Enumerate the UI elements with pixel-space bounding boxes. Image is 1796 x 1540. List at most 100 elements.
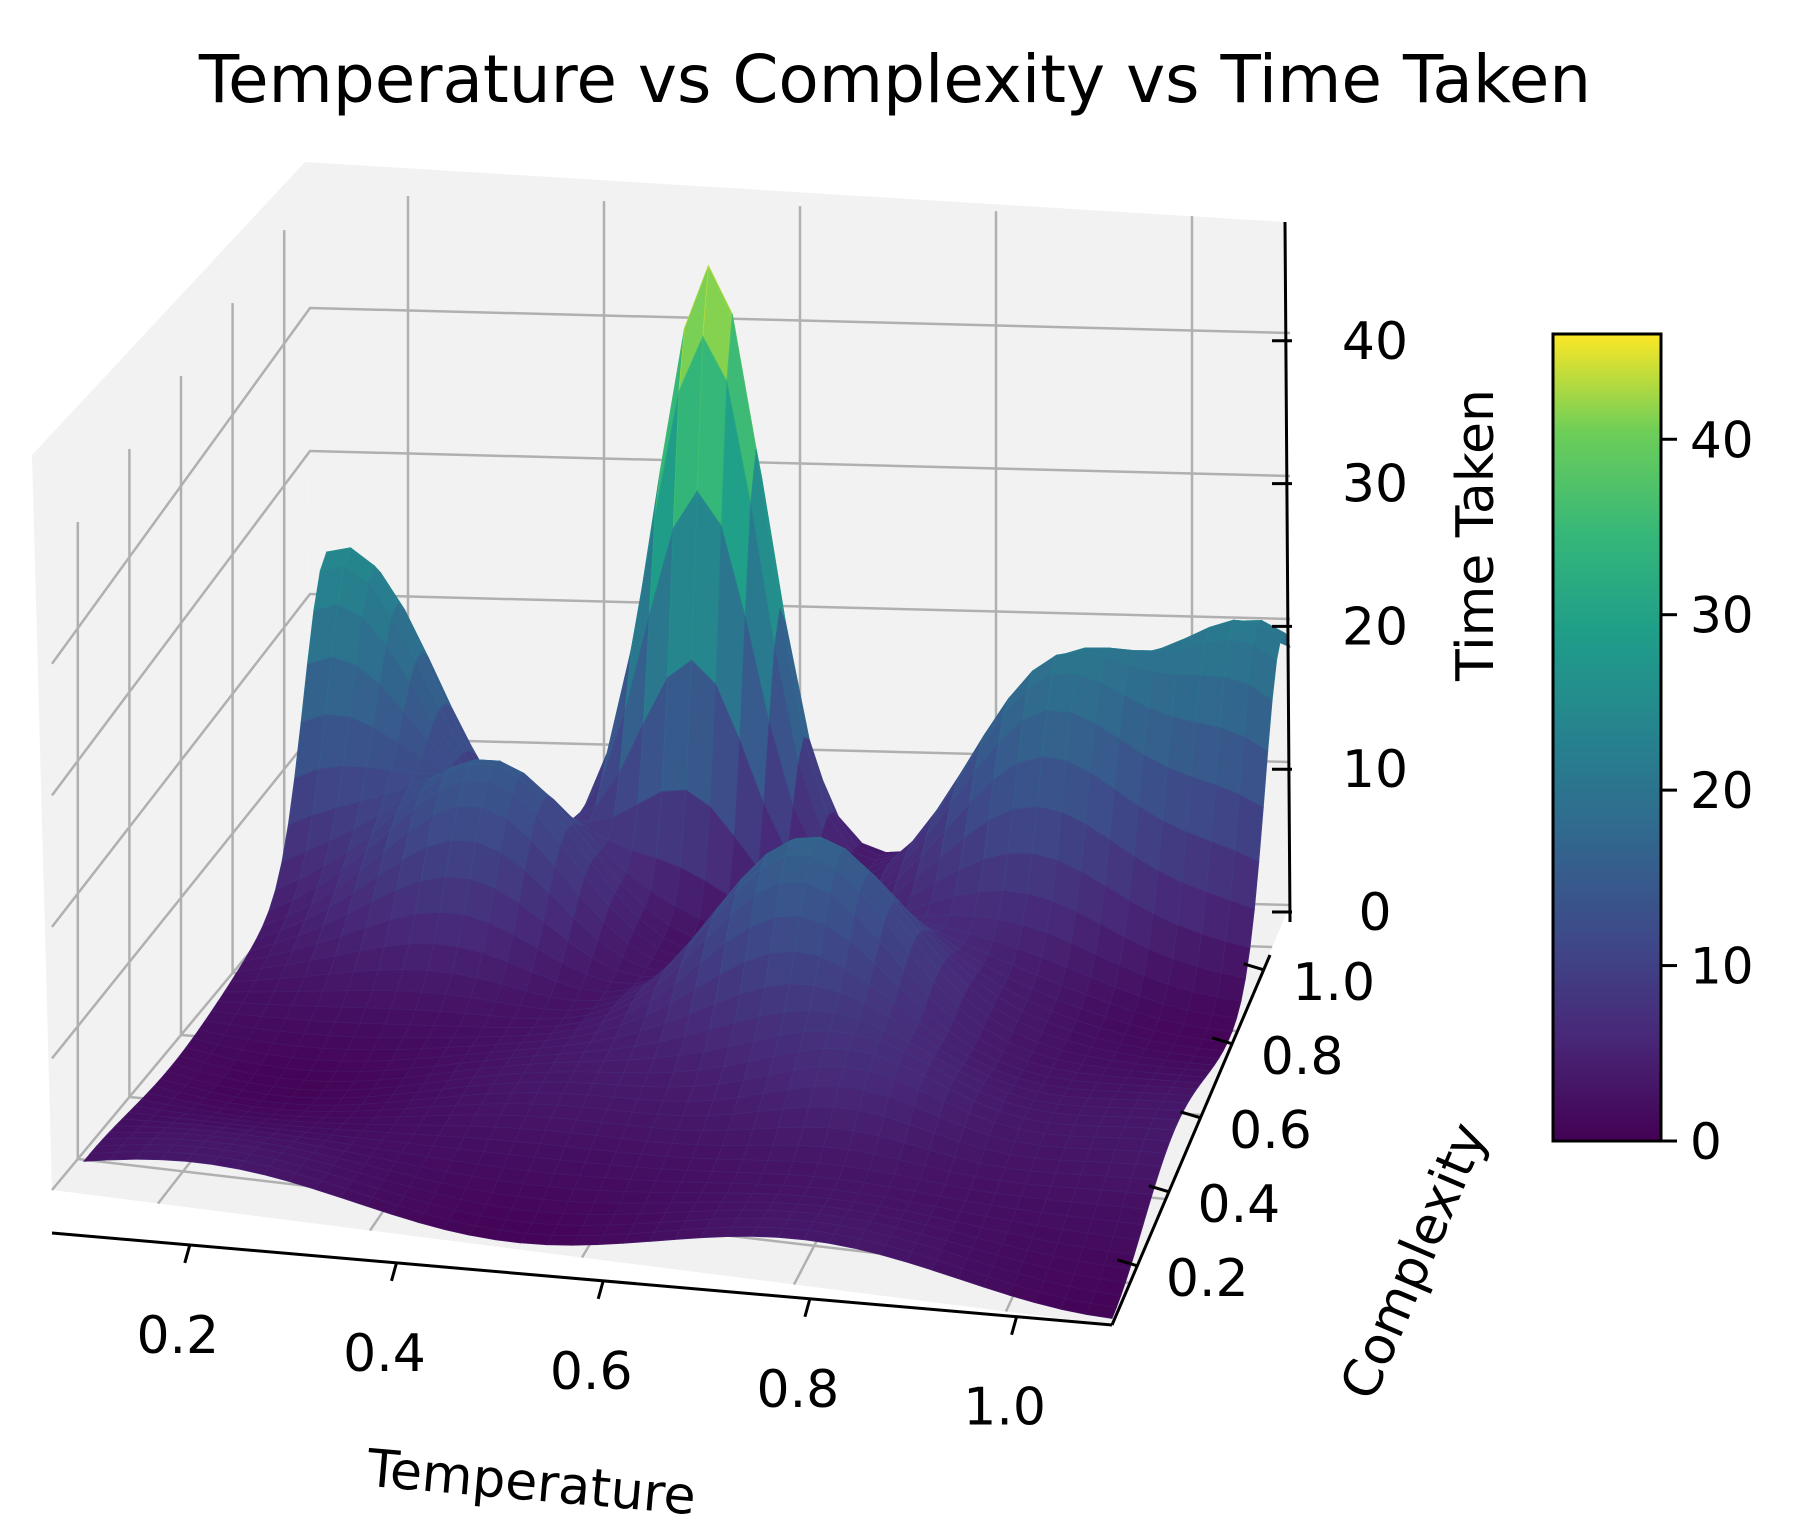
surface-patch (1073, 1114, 1105, 1127)
grid-line (50, 306, 1291, 665)
surface-patch (1107, 1098, 1139, 1109)
z-tick-label: 20 (1342, 597, 1408, 657)
surface-patch (1225, 899, 1255, 949)
surface-patch (1084, 1148, 1116, 1164)
surface-patch (1075, 1174, 1107, 1191)
y-tick-mark (1211, 1036, 1233, 1046)
surface-patch (1064, 1135, 1096, 1150)
surface-patch (1219, 676, 1249, 737)
surface-patch (1089, 1136, 1121, 1151)
surface-patch (1112, 1091, 1144, 1101)
colorbar-tick-label: 40 (1690, 411, 1754, 469)
surface-patch (1098, 1115, 1130, 1128)
colorbar-tick-label: 10 (1690, 938, 1754, 996)
y-tick-label: 0.2 (1166, 1249, 1249, 1309)
y-tick-label: 0.6 (1229, 1101, 1312, 1161)
surface-plot (82, 264, 1291, 1319)
x-tick-mark (1010, 1316, 1019, 1336)
y-ticks: 0.2 0.4 0.6 0.8 1.0 (1116, 953, 1375, 1309)
colorbar-tick-label: 0 (1690, 1113, 1722, 1171)
z-tick-label: 40 (1342, 312, 1408, 372)
surface-patch (1103, 1106, 1134, 1118)
surface-patch (1119, 1126, 1150, 1140)
surface-patch (1229, 849, 1260, 910)
colorbar-gradient (1551, 332, 1663, 1143)
grid-line (50, 449, 1291, 797)
surface-patch (1223, 638, 1254, 685)
x-ticks: 0.2 0.4 0.6 0.8 1.0 (136, 1244, 1046, 1438)
surface-patch (1196, 933, 1227, 974)
x-tick-mark (183, 1244, 192, 1264)
x-tick-label: 0.6 (550, 1342, 633, 1402)
surface-patch (1068, 1124, 1100, 1138)
surface-patch (1050, 1172, 1082, 1189)
x-tick-mark (803, 1298, 812, 1318)
surface-patch (1130, 1163, 1162, 1181)
z-axis-line (1283, 221, 1292, 923)
surface-patch (1055, 1159, 1086, 1176)
colorbar-tick-label: 30 (1690, 587, 1754, 645)
x-tick-mark (596, 1280, 605, 1300)
y-axis-label: Complexity (1329, 1114, 1499, 1408)
surface-patch (1071, 1187, 1103, 1205)
y-axis-line (1110, 954, 1272, 1326)
x-tick-mark (390, 1262, 398, 1282)
surface-patch (1186, 776, 1216, 842)
surface-patch (1080, 1161, 1112, 1177)
z-ticks: 0 10 20 30 40 (1272, 312, 1408, 943)
surface-patch (1181, 831, 1212, 893)
surface-patch (1100, 1175, 1132, 1193)
x-tick-label: 1.0 (963, 1378, 1046, 1438)
colorbar-ticks: 0 10 20 30 40 (1661, 411, 1754, 1171)
colorbar-tick-label: 20 (1690, 762, 1754, 820)
colorbar: 0 10 20 30 40 (1551, 332, 1754, 1171)
axis-lines (51, 221, 1292, 1327)
surface-patch (1059, 1147, 1091, 1162)
surface-patch (1087, 1089, 1119, 1100)
surface-patch (1166, 715, 1197, 778)
surface-patch (1210, 784, 1240, 852)
surface-patch (1201, 891, 1231, 942)
surface-patch (1132, 1099, 1164, 1110)
y-tick-label: 0.8 (1261, 1027, 1344, 1087)
surface-patch (1123, 1116, 1155, 1129)
z-tick-label: 0 (1358, 883, 1391, 943)
surface-patch (1190, 721, 1221, 786)
surface-patch (1029, 1157, 1061, 1174)
left-pane (32, 162, 310, 1190)
surface-patch (1216, 972, 1246, 1002)
surface-patch (1082, 1097, 1114, 1108)
surface-patch (1128, 1107, 1159, 1119)
y-tick-mark (1148, 1184, 1170, 1194)
y-tick-label: 0.4 (1198, 1175, 1281, 1235)
surface-patch (1105, 1162, 1137, 1179)
surface-patch (1114, 1137, 1146, 1152)
z-axis-label: Time Taken (1446, 389, 1506, 682)
surface-patch (1110, 1149, 1141, 1165)
surface-patch (1034, 1145, 1066, 1161)
surface-patch (1094, 1125, 1125, 1139)
x-tick-label: 0.4 (343, 1324, 426, 1384)
surface-patch (1211, 996, 1242, 1019)
z-tick-label: 10 (1342, 740, 1408, 800)
x-tick-label: 0.8 (757, 1360, 840, 1420)
surface-patch (777, 1227, 810, 1241)
surface-patch (1220, 940, 1251, 979)
surface-patch (1085, 1303, 1118, 1319)
surface-patch (1214, 726, 1245, 795)
x-axis-label: Temperature (364, 1439, 698, 1528)
y-tick-mark (1243, 962, 1265, 972)
grid-line (51, 592, 1291, 928)
surface-patch (1078, 1105, 1110, 1117)
chart-title: Temperature vs Complexity vs Time Taken (198, 41, 1591, 118)
z-tick-label: 30 (1342, 455, 1408, 515)
surface-patch (1199, 638, 1230, 678)
surface-patch (1195, 674, 1225, 728)
y-tick-mark (1116, 1258, 1138, 1268)
surface-patch (1205, 840, 1236, 901)
x-axis-line (51, 1231, 1113, 1327)
surface-patch (1096, 1189, 1128, 1208)
x-tick-label: 0.2 (136, 1306, 219, 1366)
y-tick-label: 1.0 (1292, 953, 1375, 1013)
